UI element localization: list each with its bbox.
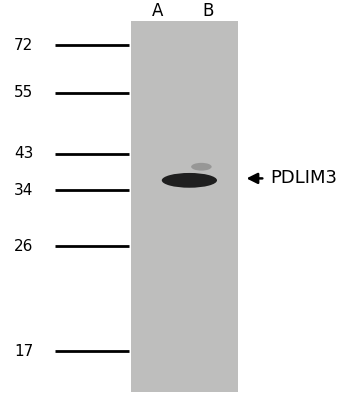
Text: B: B	[203, 2, 214, 20]
Bar	[131, 21, 238, 392]
Text: 34: 34	[14, 182, 33, 198]
Text: 43: 43	[14, 146, 33, 161]
Text: 55: 55	[14, 85, 33, 100]
Text: A: A	[152, 2, 163, 20]
Text: 72: 72	[14, 38, 33, 53]
Text: 26: 26	[14, 239, 33, 254]
Text: 17: 17	[14, 344, 33, 359]
Ellipse shape	[191, 163, 212, 171]
Text: PDLIM3: PDLIM3	[270, 169, 337, 187]
Ellipse shape	[162, 173, 217, 188]
